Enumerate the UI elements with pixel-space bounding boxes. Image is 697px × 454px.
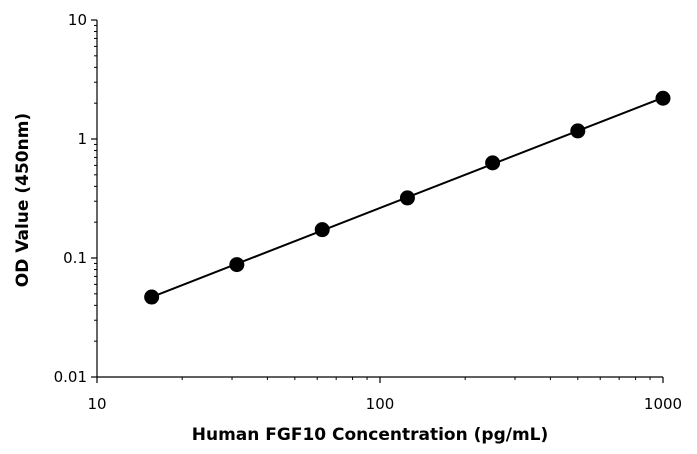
data-points xyxy=(144,90,671,305)
x-tick-label: 100 xyxy=(366,395,395,413)
data-point xyxy=(229,257,245,273)
data-point xyxy=(570,123,586,139)
data-point xyxy=(655,90,671,106)
y-tick-label: 1 xyxy=(77,130,87,148)
data-point xyxy=(144,289,160,305)
plot-area xyxy=(96,20,663,378)
y-tick-label: 0.01 xyxy=(54,368,87,386)
y-tick-label: 0.1 xyxy=(63,249,87,267)
y-axis-title: OD Value (450nm) xyxy=(13,113,33,287)
data-point xyxy=(314,222,330,238)
y-tick-label: 10 xyxy=(68,11,87,29)
x-tick-label: 10 xyxy=(87,395,106,413)
data-point xyxy=(485,155,501,171)
ticks: 0.01 0.1 1 10 10 100 1000 xyxy=(54,11,683,413)
x-tick-label: 1000 xyxy=(644,395,682,413)
x-axis-title: Human FGF10 Concentration (pg/mL) xyxy=(192,425,549,445)
data-point xyxy=(399,190,415,206)
